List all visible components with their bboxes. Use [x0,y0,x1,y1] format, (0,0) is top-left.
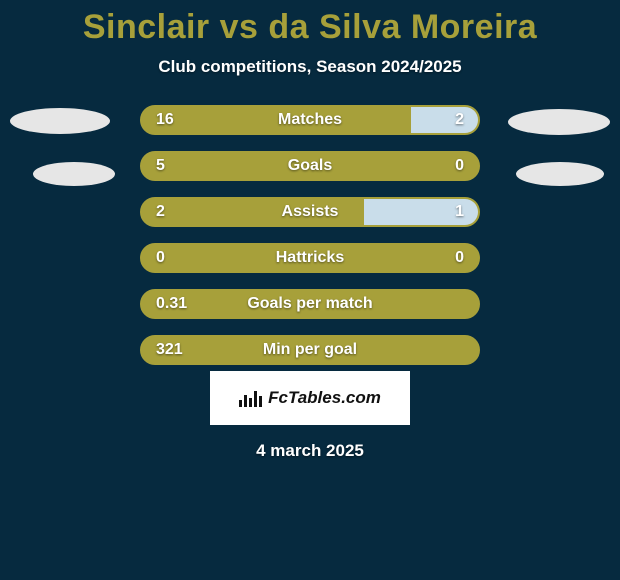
stat-value-left: 0.31 [142,295,202,313]
stat-label: Min per goal [202,341,418,359]
subtitle: Club competitions, Season 2024/2025 [0,57,620,77]
stat-value-left: 5 [142,157,202,175]
stat-value-left: 16 [142,111,202,129]
player-left-silhouette-head [10,108,110,134]
stat-label: Hattricks [202,249,418,267]
stat-value-right: 0 [418,157,478,175]
stat-value-right: 0 [418,249,478,267]
stat-label: Goals per match [202,295,418,313]
footer-brand-box: FcTables.com [210,371,410,425]
stat-value-right: 2 [418,111,478,129]
stat-label: Assists [202,203,418,221]
stat-row: 321Min per goal [140,335,480,365]
stat-row: 0Hattricks0 [140,243,480,273]
player-right-silhouette-head [508,109,610,135]
brand-text: FcTables.com [268,388,381,408]
stat-row: 0.31Goals per match [140,289,480,319]
stats-container: 16Matches25Goals02Assists10Hattricks00.3… [140,105,480,365]
bars-icon [239,389,262,407]
date-text: 4 march 2025 [0,441,620,461]
comparison-card: Sinclair vs da Silva Moreira Club compet… [0,0,620,580]
player-right-silhouette-body [516,162,604,186]
page-title: Sinclair vs da Silva Moreira [0,0,620,47]
stat-row: 16Matches2 [140,105,480,135]
stat-label: Goals [202,157,418,175]
stat-row: 5Goals0 [140,151,480,181]
stat-value-left: 2 [142,203,202,221]
stat-row: 2Assists1 [140,197,480,227]
stat-value-left: 321 [142,341,202,359]
stat-value-left: 0 [142,249,202,267]
body-area: 16Matches25Goals02Assists10Hattricks00.3… [0,105,620,365]
stat-value-right: 1 [418,203,478,221]
player-left-silhouette-body [33,162,115,186]
stat-label: Matches [202,111,418,129]
